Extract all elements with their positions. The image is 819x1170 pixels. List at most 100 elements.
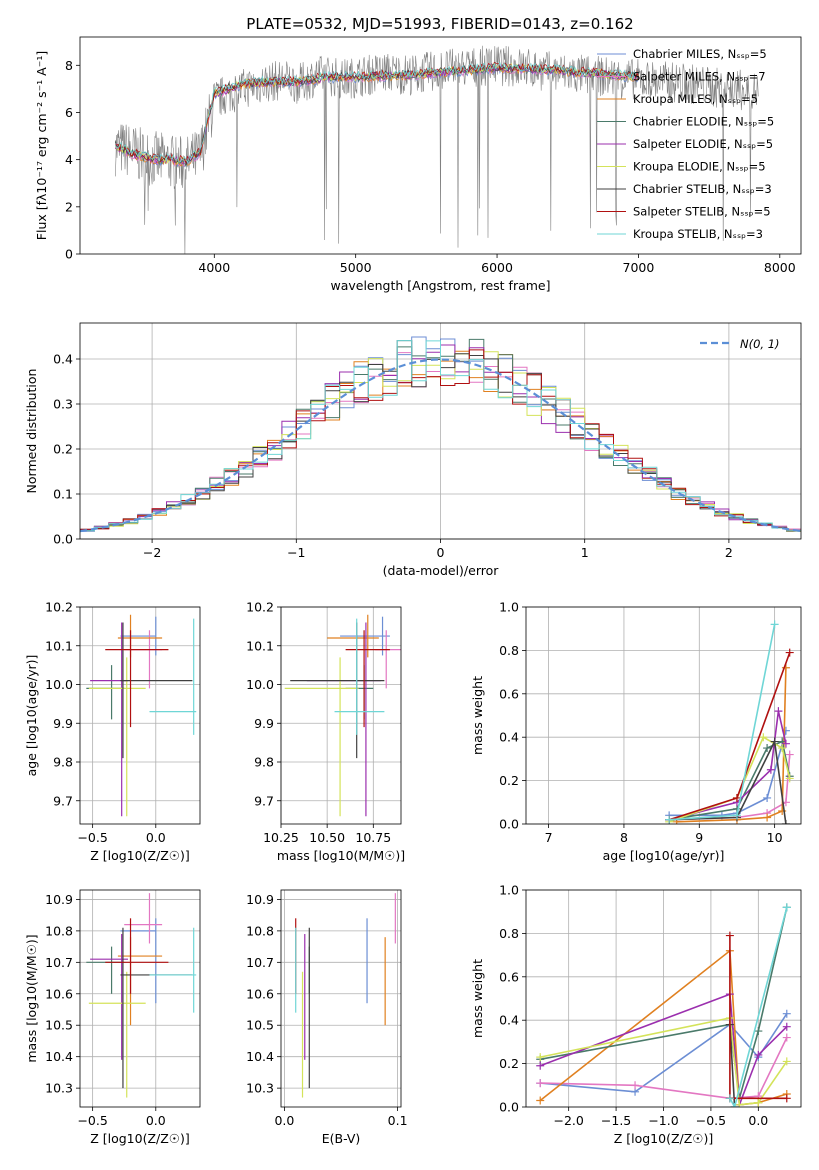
y-tick-label: 8	[65, 58, 73, 73]
x-tick-label: 8000	[764, 260, 796, 275]
plot-area-mass-weight-vs-age	[665, 620, 794, 824]
y-tick-label: 0.6	[499, 686, 519, 701]
weight-marker	[763, 793, 772, 802]
x-tick-label: 0.0	[146, 830, 166, 845]
x-tick-label: 5000	[340, 260, 372, 275]
model-line	[115, 62, 639, 165]
axes-frame	[79, 606, 201, 825]
y-tick-label: 0.8	[499, 926, 519, 941]
y-axis-label: mass weight	[470, 676, 485, 755]
y-tick-label: 0.2	[499, 1056, 519, 1071]
y-tick-label: 10.1	[246, 638, 274, 653]
x-tick-label: 8	[620, 830, 628, 845]
y-tick-label: 2	[65, 199, 73, 214]
x-axis-label: (data-model)/error	[383, 563, 500, 578]
weight-line	[669, 711, 787, 821]
model-line	[114, 62, 639, 165]
weight-marker	[781, 739, 790, 748]
axes-frame	[525, 606, 802, 825]
weight-marker	[536, 1096, 545, 1105]
y-tick-label: 6	[65, 105, 73, 120]
weight-line	[668, 652, 791, 821]
x-tick-label: 7000	[623, 260, 655, 275]
x-tick-label: −0.5	[77, 830, 107, 845]
model-line	[114, 61, 639, 164]
weight-marker	[763, 744, 772, 753]
x-tick-label: −0.5	[696, 1113, 726, 1128]
weight-marker	[536, 1053, 545, 1062]
axes-age-vs-Z: −0.5 0.0 9.7 9.8 9.9 10.0 10.1 10.2 Z [log10(Z/Z…	[24, 600, 201, 863]
weight-line	[729, 907, 788, 1107]
y-tick-label: 0.3	[53, 397, 73, 412]
legend-label: Kroupa MILES, Nₛₛₚ=5	[633, 92, 758, 106]
weight-marker	[782, 1009, 791, 1018]
y-axis-label: Flux [fλ10⁻¹⁷ erg cm⁻² s⁻¹ A⁻¹]	[34, 51, 49, 240]
y-tick-label: 10.9	[246, 892, 274, 907]
y-tick-label: 0.8	[499, 643, 519, 658]
figure-title: PLATE=0532, MJD=51993, FIBERID=0143, z=0…	[246, 15, 633, 33]
y-tick-label: 10.4	[246, 1049, 274, 1064]
y-tick-label: 0.2	[499, 773, 519, 788]
x-tick-label: 4000	[198, 260, 230, 275]
weight-marker	[785, 648, 794, 657]
weight-marker	[774, 707, 783, 716]
plot-area-age-vs-mass	[284, 614, 401, 817]
y-tick-label: 0.0	[499, 817, 519, 832]
y-tick-label: 9.9	[53, 716, 73, 731]
weight-marker	[536, 1061, 545, 1070]
x-tick-label: 9	[695, 830, 703, 845]
y-tick-label: 0.6	[499, 969, 519, 984]
weight-marker	[725, 1094, 734, 1103]
legend-label: Chabrier ELODIE, Nₛₛₚ=5	[633, 115, 774, 129]
weight-marker	[782, 1094, 791, 1103]
x-tick-label: 2	[725, 545, 733, 560]
x-axis-label: mass [log10(M/M☉)]	[277, 848, 405, 863]
weight-marker	[759, 733, 768, 742]
axes-age-vs-mass: 10.25 10.50 10.75 9.7 9.8 9.9 10.0 10.1 10.2 mass…	[246, 600, 405, 864]
y-tick-label: 10.6	[246, 986, 274, 1001]
weight-marker	[782, 1057, 791, 1066]
x-tick-label: 6000	[481, 260, 513, 275]
weight-marker	[785, 750, 794, 759]
y-tick-label: 0.1	[53, 487, 73, 502]
y-tick-label: 10.6	[45, 986, 73, 1001]
x-tick-label: 1	[581, 545, 589, 560]
axes-mass-vs-Z: −0.5 0.0 10.3 10.4 10.5 10.6 10.7 10.8 10.9 Z [lo…	[24, 889, 201, 1146]
axes-mass-vs-ebv: 0.0 0.1 10.3 10.4 10.5 10.6 10.7 10.8 10.9 E(B-V)	[246, 889, 408, 1146]
weight-marker	[730, 1103, 739, 1107]
weight-marker	[782, 1033, 791, 1042]
x-tick-label: −1.5	[601, 1113, 631, 1128]
x-axis-label: Z [log10(Z/Z☉)]	[614, 1131, 714, 1146]
weight-marker	[763, 813, 772, 822]
legend-label: Salpeter ELODIE, Nₛₛₚ=5	[633, 137, 773, 151]
y-tick-label: 10.2	[45, 600, 73, 615]
weight-marker	[735, 1100, 744, 1107]
legend-label: Chabrier MILES, Nₛₛₚ=5	[633, 47, 767, 61]
y-tick-label: 10.2	[246, 600, 274, 615]
y-tick-label: 10.3	[246, 1081, 274, 1096]
y-tick-label: 10.1	[45, 638, 73, 653]
weight-marker	[766, 765, 775, 774]
x-tick-label: 0	[437, 545, 445, 560]
x-axis-label: Z [log10(Z/Z☉)]	[90, 1131, 190, 1146]
legend-label: Kroupa STELIB, Nₛₛₚ=3	[633, 227, 763, 241]
x-tick-label: −1.0	[648, 1113, 678, 1128]
x-tick-label: 10	[767, 830, 783, 845]
weight-marker	[781, 820, 790, 824]
weight-line	[669, 624, 776, 821]
y-tick-label: 9.7	[254, 793, 274, 808]
legend-label: N(0, 1)	[740, 337, 780, 351]
weight-marker	[754, 1027, 763, 1036]
y-tick-label: 10.0	[45, 677, 73, 692]
y-tick-label: 1.0	[499, 883, 519, 898]
y-tick-label: 0.4	[499, 730, 519, 745]
plot-area-mass-weight-vs-Z	[536, 903, 791, 1107]
weight-marker	[782, 903, 791, 912]
x-tick-label: 10.25	[263, 830, 299, 845]
legend-label: Chabrier STELIB, Nₛₛₚ=3	[633, 182, 772, 196]
y-tick-label: 10.8	[45, 923, 73, 938]
weight-marker	[754, 1050, 763, 1059]
y-tick-label: 10.7	[45, 955, 73, 970]
weight-marker	[754, 1098, 763, 1107]
